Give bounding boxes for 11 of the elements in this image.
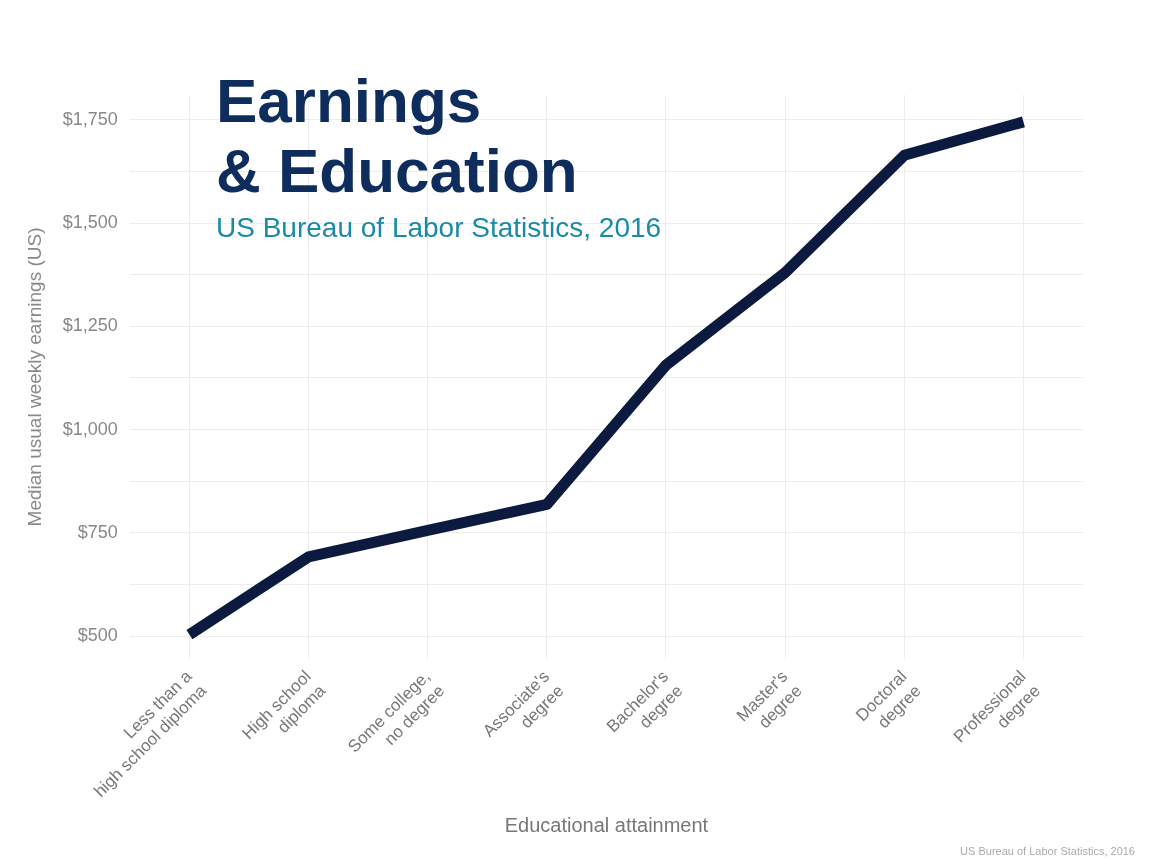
text: US Bureau of Labor Statistics, 2016	[216, 212, 662, 244]
x-axis-title: Educational attainment	[504, 813, 709, 836]
y-tick-label: $1,250	[62, 315, 118, 336]
y-tick-label: $750	[77, 521, 118, 542]
text: US Bureau of Labor Statistics, 2016	[960, 845, 1135, 857]
chart-title: Earnings & Education	[216, 66, 578, 206]
y-tick-label: $1,500	[62, 212, 118, 233]
y-tick-label: $500	[77, 625, 118, 646]
y-axis-title: Median usual weekly earnings (US)	[23, 227, 45, 527]
y-tick-label: $1,750	[62, 108, 118, 129]
y-tick-label: $1,000	[62, 418, 118, 439]
